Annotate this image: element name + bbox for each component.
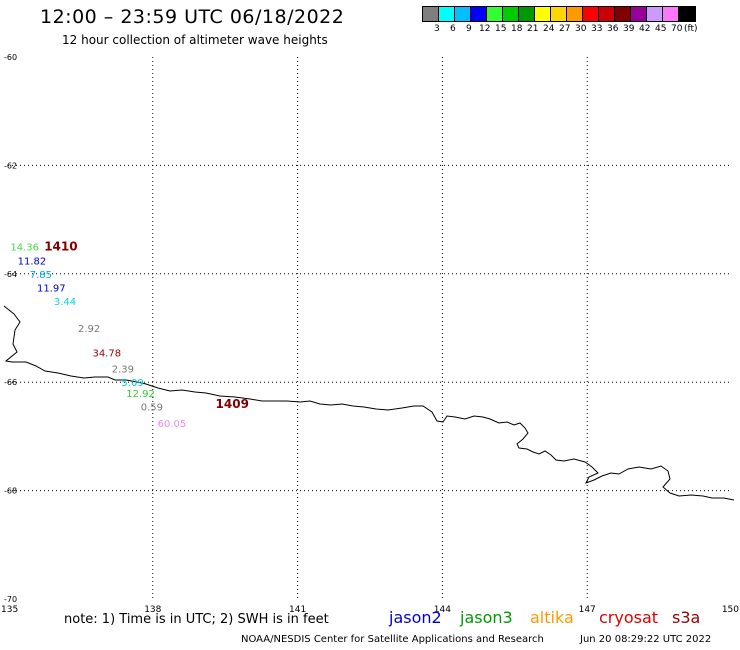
legend-swatch	[455, 7, 471, 21]
latitude-tick-label: -70	[4, 595, 17, 604]
legend-label: 12	[479, 24, 491, 34]
legend-swatch	[631, 7, 647, 21]
longitude-tick-label: 135	[1, 605, 18, 615]
wave-height-label: 0.59	[141, 403, 163, 414]
satellite-altika: altika	[530, 608, 574, 627]
wave-height-label: 5.09	[121, 378, 143, 389]
footer-note: note: 1) Time is in UTC; 2) SWH is in fe…	[64, 612, 329, 627]
generated-timestamp: Jun 20 08:29:22 UTC 2022	[580, 634, 712, 645]
wave-height-label: 3.44	[54, 297, 76, 308]
satellite-s3a: s3a	[672, 608, 701, 627]
legend-swatch	[567, 7, 583, 21]
legend-label: 6	[450, 24, 456, 34]
satellite-jason3: jason3	[460, 608, 513, 627]
legend-swatch	[503, 7, 519, 21]
satellite-jason2: jason2	[389, 608, 442, 627]
wave-height-observations: 14.36 1410 11.82 7.85 11.97 3.44 2.92 34.78 2.39…	[10, 240, 249, 430]
legend-label: 70	[671, 24, 683, 34]
legend-label: 30	[575, 24, 587, 34]
longitude-tick-label: 150	[722, 605, 739, 615]
latitude-tick-label: -68	[4, 487, 17, 496]
longitude-tick-label: 144	[434, 605, 451, 615]
legend-swatch	[647, 7, 663, 21]
legend-label: 15	[495, 24, 507, 34]
wave-height-label: 34.78	[92, 348, 121, 359]
latitude-tick-label: -66	[4, 378, 17, 387]
legend-swatch	[519, 7, 535, 21]
credit-text: NOAA/NESDIS Center for Satellite Applica…	[241, 634, 544, 645]
wave-height-label: 11.82	[18, 256, 47, 267]
legend-label: 27	[559, 24, 571, 34]
legend-swatch	[599, 7, 615, 21]
legend-label: 42	[639, 24, 651, 34]
wave-height-label: 14.36	[10, 243, 39, 254]
legend-label: 3	[434, 24, 440, 34]
legend-swatch	[679, 7, 695, 21]
legend-swatch	[487, 7, 503, 21]
longitude-tick-label: 141	[289, 605, 306, 615]
legend-label: 18	[511, 24, 523, 34]
legend-swatch	[583, 7, 599, 21]
legend-swatch	[439, 7, 455, 21]
wave-height-label: 60.05	[158, 419, 187, 430]
wave-height-label: 7.85	[30, 270, 52, 281]
legend-label: 33	[591, 24, 603, 34]
map-gridlines	[8, 57, 732, 599]
wave-height-label: 2.39	[112, 365, 134, 376]
wave-height-color-legend: 3 6 9 12 15 18 21 24 27 30 33 36 39 42 45 70 (ft)	[422, 6, 698, 36]
legend-label: 39	[623, 24, 635, 34]
wave-height-label: 12.92	[126, 389, 155, 400]
legend-swatch	[423, 7, 439, 21]
latitude-tick-label: -62	[4, 161, 17, 170]
longitude-tick-label: 138	[144, 605, 161, 615]
legend-swatches	[422, 6, 696, 22]
page-title: 12:00 – 23:59 UTC 06/18/2022	[40, 6, 345, 28]
antarctic-coastline	[3, 305, 735, 501]
pass-time-label: 1409	[216, 397, 249, 411]
legend-swatch	[535, 7, 551, 21]
legend-swatch	[663, 7, 679, 21]
legend-label: 24	[543, 24, 555, 34]
wave-height-label: 2.92	[78, 324, 100, 335]
legend-label: 9	[466, 24, 472, 34]
latitude-tick-label: -64	[4, 270, 17, 279]
legend-unit: (ft)	[684, 24, 698, 34]
legend-label: 45	[655, 24, 667, 34]
legend-label: 21	[527, 24, 539, 34]
satellite-cryosat: cryosat	[599, 608, 659, 627]
latitude-tick-label: -60	[4, 53, 17, 62]
page-subtitle: 12 hour collection of altimeter wave hei…	[62, 33, 328, 47]
legend-swatch	[551, 7, 567, 21]
pass-time-label: 1410	[44, 240, 77, 254]
legend-label: 36	[607, 24, 619, 34]
legend-swatch	[471, 7, 487, 21]
wave-height-label: 11.97	[37, 283, 66, 294]
legend-labels: 3 6 9 12 15 18 21 24 27 30 33 36 39 42 45 70 (ft)	[422, 22, 698, 36]
legend-swatch	[615, 7, 631, 21]
longitude-tick-label: 147	[579, 605, 596, 615]
